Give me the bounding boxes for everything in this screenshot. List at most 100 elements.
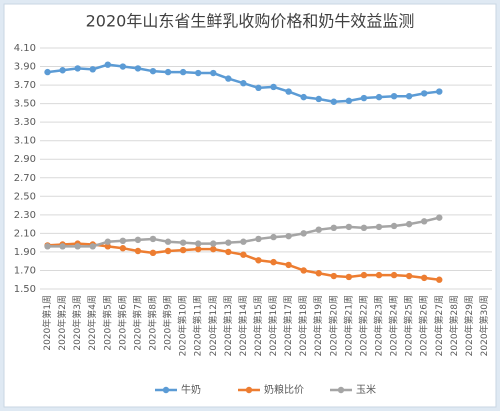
y-tick-label: 2.50	[14, 191, 36, 202]
data-point	[315, 95, 322, 103]
data-point	[330, 224, 337, 232]
data-point	[300, 93, 307, 101]
data-point	[255, 235, 262, 243]
y-tick-label: 1.50	[14, 284, 36, 295]
data-point	[240, 251, 247, 258]
x-tick-label: 2020年第9周	[162, 295, 174, 351]
x-tick-label: 2020年第27周	[433, 295, 445, 356]
y-tick-label: 2.90	[14, 154, 36, 165]
data-point	[134, 65, 142, 72]
data-point	[134, 236, 142, 244]
data-point	[330, 98, 337, 105]
y-tick-label: 3.70	[14, 80, 36, 91]
data-point	[421, 274, 428, 282]
x-tick-label: 2020年第25周	[403, 295, 415, 356]
data-point	[375, 271, 383, 279]
x-tick-label: 2020年第3周	[71, 295, 83, 351]
data-point	[240, 80, 247, 87]
data-point	[255, 257, 262, 264]
data-point	[421, 90, 428, 97]
data-point	[390, 93, 398, 100]
x-tick-label: 2020年第10周	[177, 295, 189, 356]
x-tick-label: 2020年第11周	[192, 295, 204, 356]
data-point	[436, 214, 443, 221]
chart-title: 2020年山东省生鲜乳收购价格和奶牛效益监测	[86, 12, 415, 31]
data-point	[134, 247, 142, 255]
data-point	[300, 230, 307, 237]
data-point	[195, 69, 202, 77]
data-point	[44, 243, 51, 250]
data-point	[270, 233, 277, 241]
chart-background	[3, 3, 497, 408]
y-tick-label: 3.90	[14, 62, 36, 73]
y-tick-label: 3.30	[14, 117, 36, 128]
x-tick-label: 2020年第26周	[418, 295, 430, 356]
data-point	[390, 222, 398, 230]
data-point	[421, 218, 428, 225]
data-point	[104, 61, 112, 68]
data-point	[360, 271, 368, 279]
data-point	[345, 223, 353, 231]
y-tick-label: 2.10	[14, 228, 36, 239]
legend-marker	[245, 386, 253, 394]
data-point	[164, 247, 172, 255]
data-point	[119, 63, 127, 70]
x-tick-label: 2020年第12周	[207, 295, 219, 356]
data-point	[89, 66, 96, 73]
data-point	[270, 83, 277, 91]
x-tick-label: 2020年第14周	[237, 295, 249, 356]
data-point	[104, 238, 112, 245]
x-tick-label: 2020年第15周	[252, 295, 264, 356]
data-point	[405, 93, 413, 100]
x-tick-label: 2020年第1周	[41, 295, 53, 351]
data-point	[119, 245, 127, 252]
x-tick-label: 2020年第30周	[478, 295, 490, 356]
data-point	[315, 270, 322, 277]
data-point	[436, 88, 443, 95]
data-point	[195, 240, 202, 247]
data-point	[225, 239, 232, 246]
data-point	[300, 267, 307, 274]
x-tick-label: 2020年第24周	[388, 295, 400, 356]
x-tick-label: 2020年第2周	[56, 295, 68, 351]
data-point	[360, 94, 368, 102]
data-point	[149, 67, 157, 75]
x-tick-label: 2020年第17周	[282, 295, 294, 356]
data-point	[164, 68, 172, 76]
data-point	[179, 239, 187, 246]
y-tick-label: 3.10	[14, 136, 36, 147]
data-point	[89, 243, 96, 250]
legend-label: 玉米	[356, 383, 376, 396]
data-point	[225, 75, 232, 82]
x-tick-label: 2020年第5周	[101, 295, 113, 351]
y-tick-label: 4.10	[14, 43, 36, 54]
y-tick-label: 3.50	[14, 99, 36, 110]
data-point	[405, 220, 413, 228]
data-point	[315, 226, 322, 233]
x-tick-label: 2020年第7周	[131, 295, 143, 351]
x-tick-label: 2020年第22周	[357, 295, 369, 356]
data-point	[195, 245, 202, 253]
x-tick-label: 2020年第6周	[116, 295, 128, 351]
data-point	[345, 273, 353, 281]
data-point	[210, 69, 217, 77]
y-tick-label: 2.70	[14, 173, 36, 184]
x-tick-label: 2020年第13周	[222, 295, 234, 356]
data-point	[149, 235, 157, 243]
data-point	[104, 243, 112, 250]
y-tick-label: 1.70	[14, 265, 36, 276]
x-tick-label: 2020年第4周	[86, 295, 98, 351]
y-tick-label: 1.90	[14, 247, 36, 258]
x-tick-label: 2020年第18周	[297, 295, 309, 356]
data-point	[59, 243, 66, 250]
data-point	[225, 248, 232, 256]
data-point	[149, 249, 157, 257]
data-point	[59, 67, 66, 74]
data-point	[345, 97, 353, 105]
x-tick-label: 2020年第21周	[342, 295, 354, 356]
legend-label: 奶粮比价	[264, 383, 304, 396]
data-point	[119, 237, 127, 244]
data-point	[44, 68, 51, 76]
y-tick-label: 2.30	[14, 210, 36, 221]
legend-marker	[337, 386, 345, 394]
